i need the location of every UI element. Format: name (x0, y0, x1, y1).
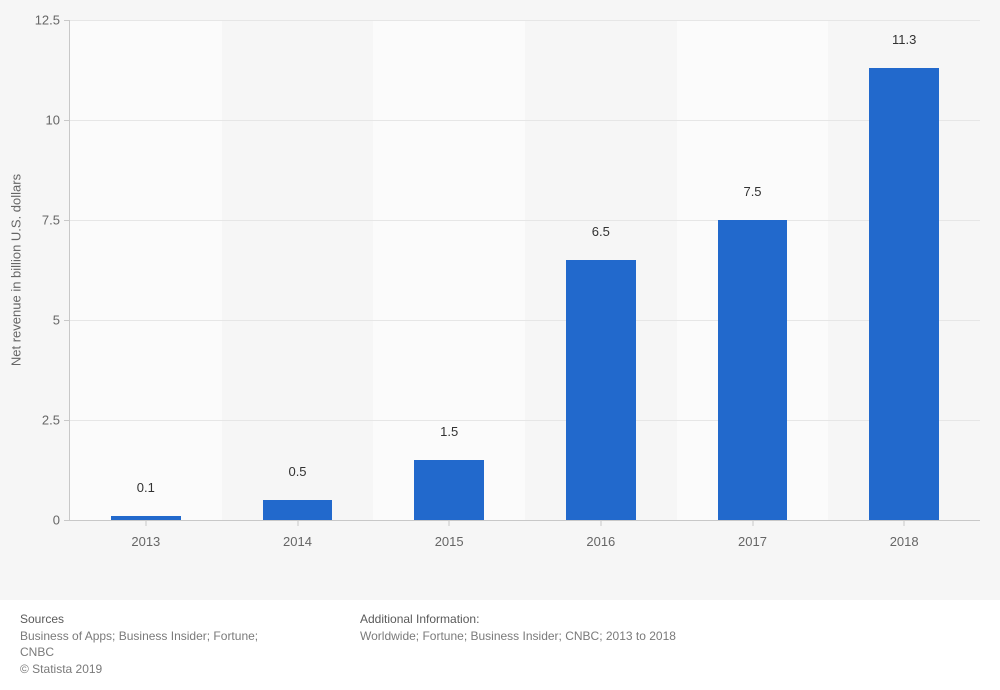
y-tick-label: 10 (46, 113, 60, 128)
x-tick-mark (600, 520, 601, 526)
y-tick-label: 7.5 (42, 213, 60, 228)
x-tick-mark (449, 520, 450, 526)
x-tick-mark (904, 520, 905, 526)
additional-info-block: Additional Information: Worldwide; Fortu… (360, 612, 676, 676)
y-tick-label: 5 (53, 313, 60, 328)
bar (869, 68, 939, 520)
bars: 0.1 0.5 1.5 6.5 7.5 11.3 (70, 20, 980, 520)
x-tick-label: 2014 (283, 534, 312, 549)
bar (718, 220, 788, 520)
additional-info-body: Worldwide; Fortune; Business Insider; CN… (360, 628, 676, 644)
sources-heading: Sources (20, 612, 280, 626)
x-tick-mark (297, 520, 298, 526)
x-tick-mark (752, 520, 753, 526)
y-tick-label: 0 (53, 513, 60, 528)
x-tick-label: 2015 (435, 534, 464, 549)
bar (111, 516, 181, 520)
y-tick-mark (64, 520, 70, 521)
bar-value-label: 11.3 (892, 32, 916, 47)
x-tick-label: 2016 (586, 534, 615, 549)
y-tick-label: 2.5 (42, 413, 60, 428)
bar (414, 460, 484, 520)
footer: Sources Business of Apps; Business Insid… (20, 612, 980, 676)
sources-body: Business of Apps; Business Insider; Fort… (20, 628, 280, 660)
y-axis-title: Net revenue in billion U.S. dollars (9, 174, 24, 366)
bar-value-label: 1.5 (440, 424, 458, 439)
x-tick-label: 2018 (890, 534, 919, 549)
bar-value-label: 7.5 (743, 184, 761, 199)
bar (263, 500, 333, 520)
bar-value-label: 0.5 (288, 464, 306, 479)
x-tick-label: 2017 (738, 534, 767, 549)
bar-value-label: 0.1 (137, 480, 155, 495)
chart-area: 02.557.51012.5 201320142015201620172018 … (0, 0, 1000, 600)
y-tick-label: 12.5 (35, 13, 60, 28)
x-tick-mark (145, 520, 146, 526)
additional-info-heading: Additional Information: (360, 612, 676, 626)
x-axis-line (70, 520, 980, 521)
plot-region: 02.557.51012.5 201320142015201620172018 … (70, 20, 980, 520)
copyright: © Statista 2019 (20, 662, 280, 676)
bar-value-label: 6.5 (592, 224, 610, 239)
sources-block: Sources Business of Apps; Business Insid… (20, 612, 280, 676)
x-tick-label: 2013 (131, 534, 160, 549)
bar (566, 260, 636, 520)
